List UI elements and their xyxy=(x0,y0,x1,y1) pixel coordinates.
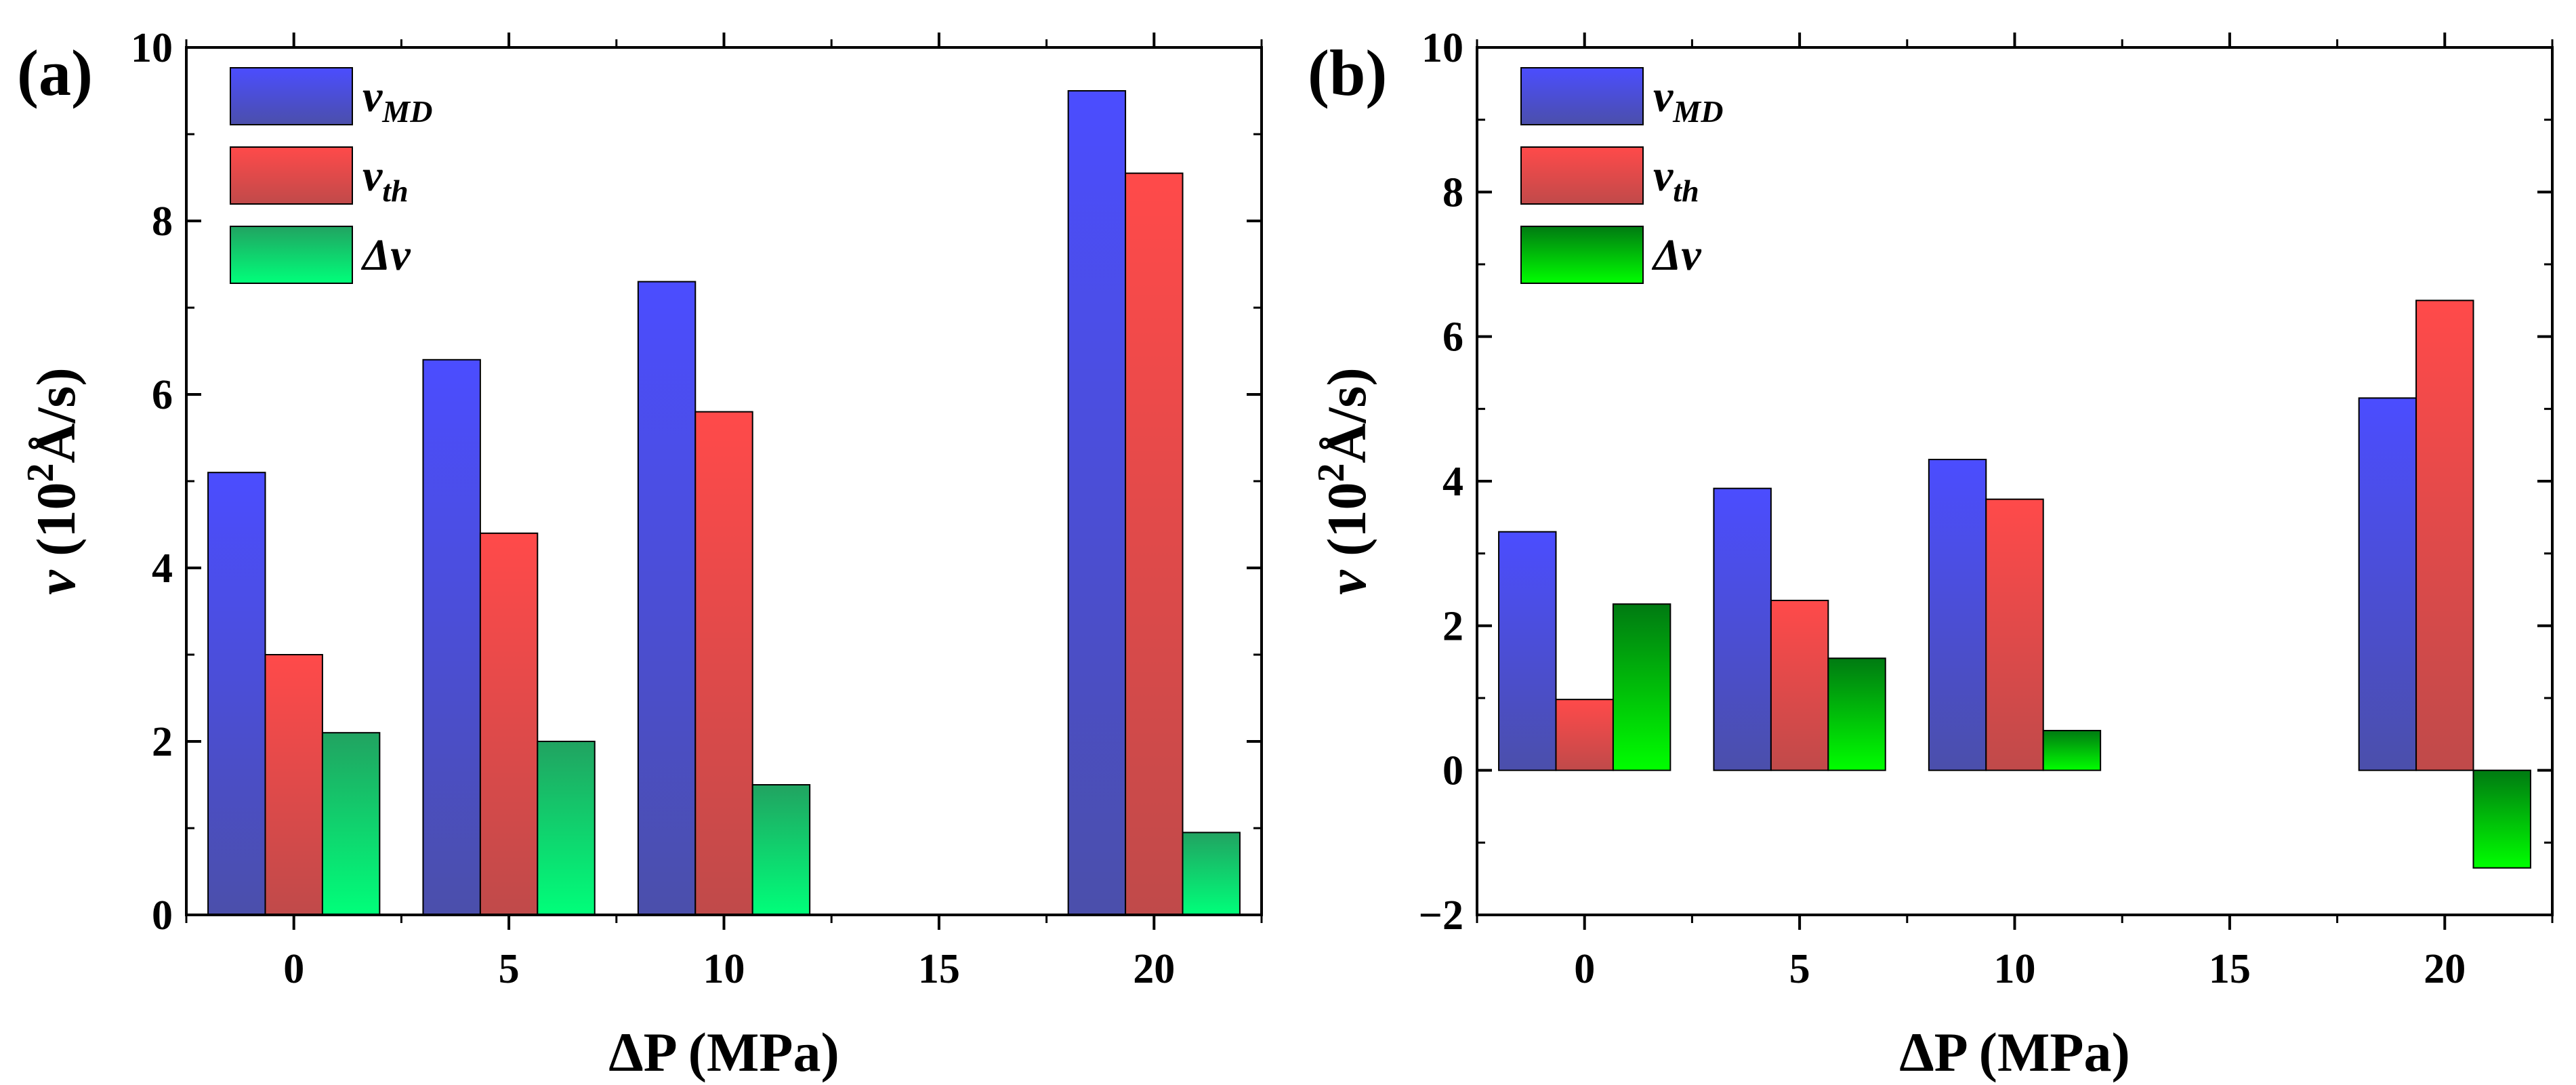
y-tick-label: 0 xyxy=(152,893,173,939)
bar-vMD-5 xyxy=(422,359,481,916)
legend-symbol: Δv xyxy=(360,230,411,280)
x-axis-title: ΔP (MPa) xyxy=(1899,1021,2130,1083)
y-axis-unit: (10 xyxy=(25,483,87,571)
bar-vMD-20 xyxy=(2358,397,2417,771)
y-tick-label: 8 xyxy=(1442,169,1463,216)
legend-swatch-vMD xyxy=(1520,67,1644,125)
legend-subscript: th xyxy=(382,173,408,208)
bar-vMD-0 xyxy=(207,472,266,916)
legend-symbol: Δv xyxy=(1651,230,1701,280)
y-axis-symbol: v xyxy=(25,569,87,595)
legend-swatch-Δv xyxy=(230,226,353,284)
x-tick-label: 5 xyxy=(1789,946,1810,992)
bar-vth-5 xyxy=(479,532,539,916)
legend-label-Δv: Δv xyxy=(360,230,411,280)
legend-subscript: th xyxy=(1673,173,1699,208)
y-tick-label: 10 xyxy=(131,25,173,71)
legend-subscript: MD xyxy=(1672,94,1723,129)
x-tick-label: 10 xyxy=(703,946,745,992)
panel-label: (a) xyxy=(17,37,93,109)
bar-Δv-0 xyxy=(1612,603,1671,771)
y-tick-label: 6 xyxy=(1442,314,1463,361)
y-tick-label: 10 xyxy=(1421,25,1463,71)
legend-label-vMD: vMD xyxy=(362,72,432,129)
bar-Δv-10 xyxy=(751,784,811,916)
bar-vth-5 xyxy=(1770,600,1829,771)
x-tick-label: 5 xyxy=(499,946,520,992)
y-tick-label: 4 xyxy=(1442,459,1463,505)
y-axis-unit: (10 xyxy=(1316,483,1377,571)
x-axis-title: ΔP (MPa) xyxy=(608,1021,839,1083)
legend-symbol: v xyxy=(1653,151,1674,201)
bar-vth-0 xyxy=(1555,699,1614,771)
y-tick-label: 8 xyxy=(152,199,173,245)
legend-swatch-Δv xyxy=(1520,226,1644,284)
y-axis-title: v (102Å/s) xyxy=(20,367,87,594)
y-tick-label: 4 xyxy=(152,546,173,592)
y-tick-label: 6 xyxy=(152,372,173,418)
bar-vth-0 xyxy=(264,654,323,916)
bar-vMD-5 xyxy=(1713,487,1772,771)
x-tick-label: 20 xyxy=(1133,946,1175,992)
legend-swatch-vth xyxy=(1520,146,1644,205)
y-axis-unit-tail: Å/s) xyxy=(25,367,87,463)
bar-vMD-10 xyxy=(1928,459,1987,771)
legend-swatch-vMD xyxy=(230,67,353,125)
x-tick-label: 15 xyxy=(918,946,960,992)
legend-swatch-vth xyxy=(230,146,353,205)
y-tick-label: 2 xyxy=(152,719,173,765)
bar-vth-20 xyxy=(1125,172,1184,916)
x-tick-label: 0 xyxy=(1574,946,1595,992)
bar-vMD-10 xyxy=(637,281,697,916)
y-axis-title: v (102Å/s) xyxy=(1310,367,1377,594)
bar-vMD-0 xyxy=(1498,531,1557,771)
y-tick-label: 2 xyxy=(1442,603,1463,649)
x-tick-label: 0 xyxy=(283,946,304,992)
bar-vth-20 xyxy=(2415,300,2474,771)
legend-label-vth: vth xyxy=(362,151,409,208)
legend-label-Δv: Δv xyxy=(1651,230,1701,280)
bar-Δv-10 xyxy=(2042,730,2102,771)
bar-vth-10 xyxy=(1985,498,2044,771)
y-tick-label: 0 xyxy=(1442,748,1463,794)
bar-vMD-20 xyxy=(1067,90,1127,916)
bar-Δv-20 xyxy=(1182,832,1241,916)
bar-Δv-5 xyxy=(1827,657,1886,771)
bar-Δv-20 xyxy=(2472,769,2531,869)
legend-symbol: v xyxy=(1653,72,1674,121)
x-tick-label: 15 xyxy=(2209,946,2251,992)
legend-symbol: v xyxy=(362,151,383,201)
bar-vth-10 xyxy=(694,411,753,916)
y-axis-exponent: 2 xyxy=(20,464,62,483)
legend-subscript: MD xyxy=(381,94,432,129)
x-tick-label: 10 xyxy=(1994,946,2036,992)
y-tick-label: −2 xyxy=(1419,893,1463,939)
bar-Δv-5 xyxy=(537,741,596,916)
y-axis-unit-tail: Å/s) xyxy=(1316,367,1377,463)
panel-label: (b) xyxy=(1308,37,1387,109)
legend-label-vth: vth xyxy=(1653,151,1699,208)
y-axis-symbol: v xyxy=(1316,569,1377,595)
x-tick-label: 20 xyxy=(2424,946,2466,992)
y-axis-exponent: 2 xyxy=(1310,464,1352,483)
bar-Δv-0 xyxy=(321,732,381,916)
legend-label-vMD: vMD xyxy=(1653,72,1723,129)
legend-symbol: v xyxy=(362,72,383,121)
